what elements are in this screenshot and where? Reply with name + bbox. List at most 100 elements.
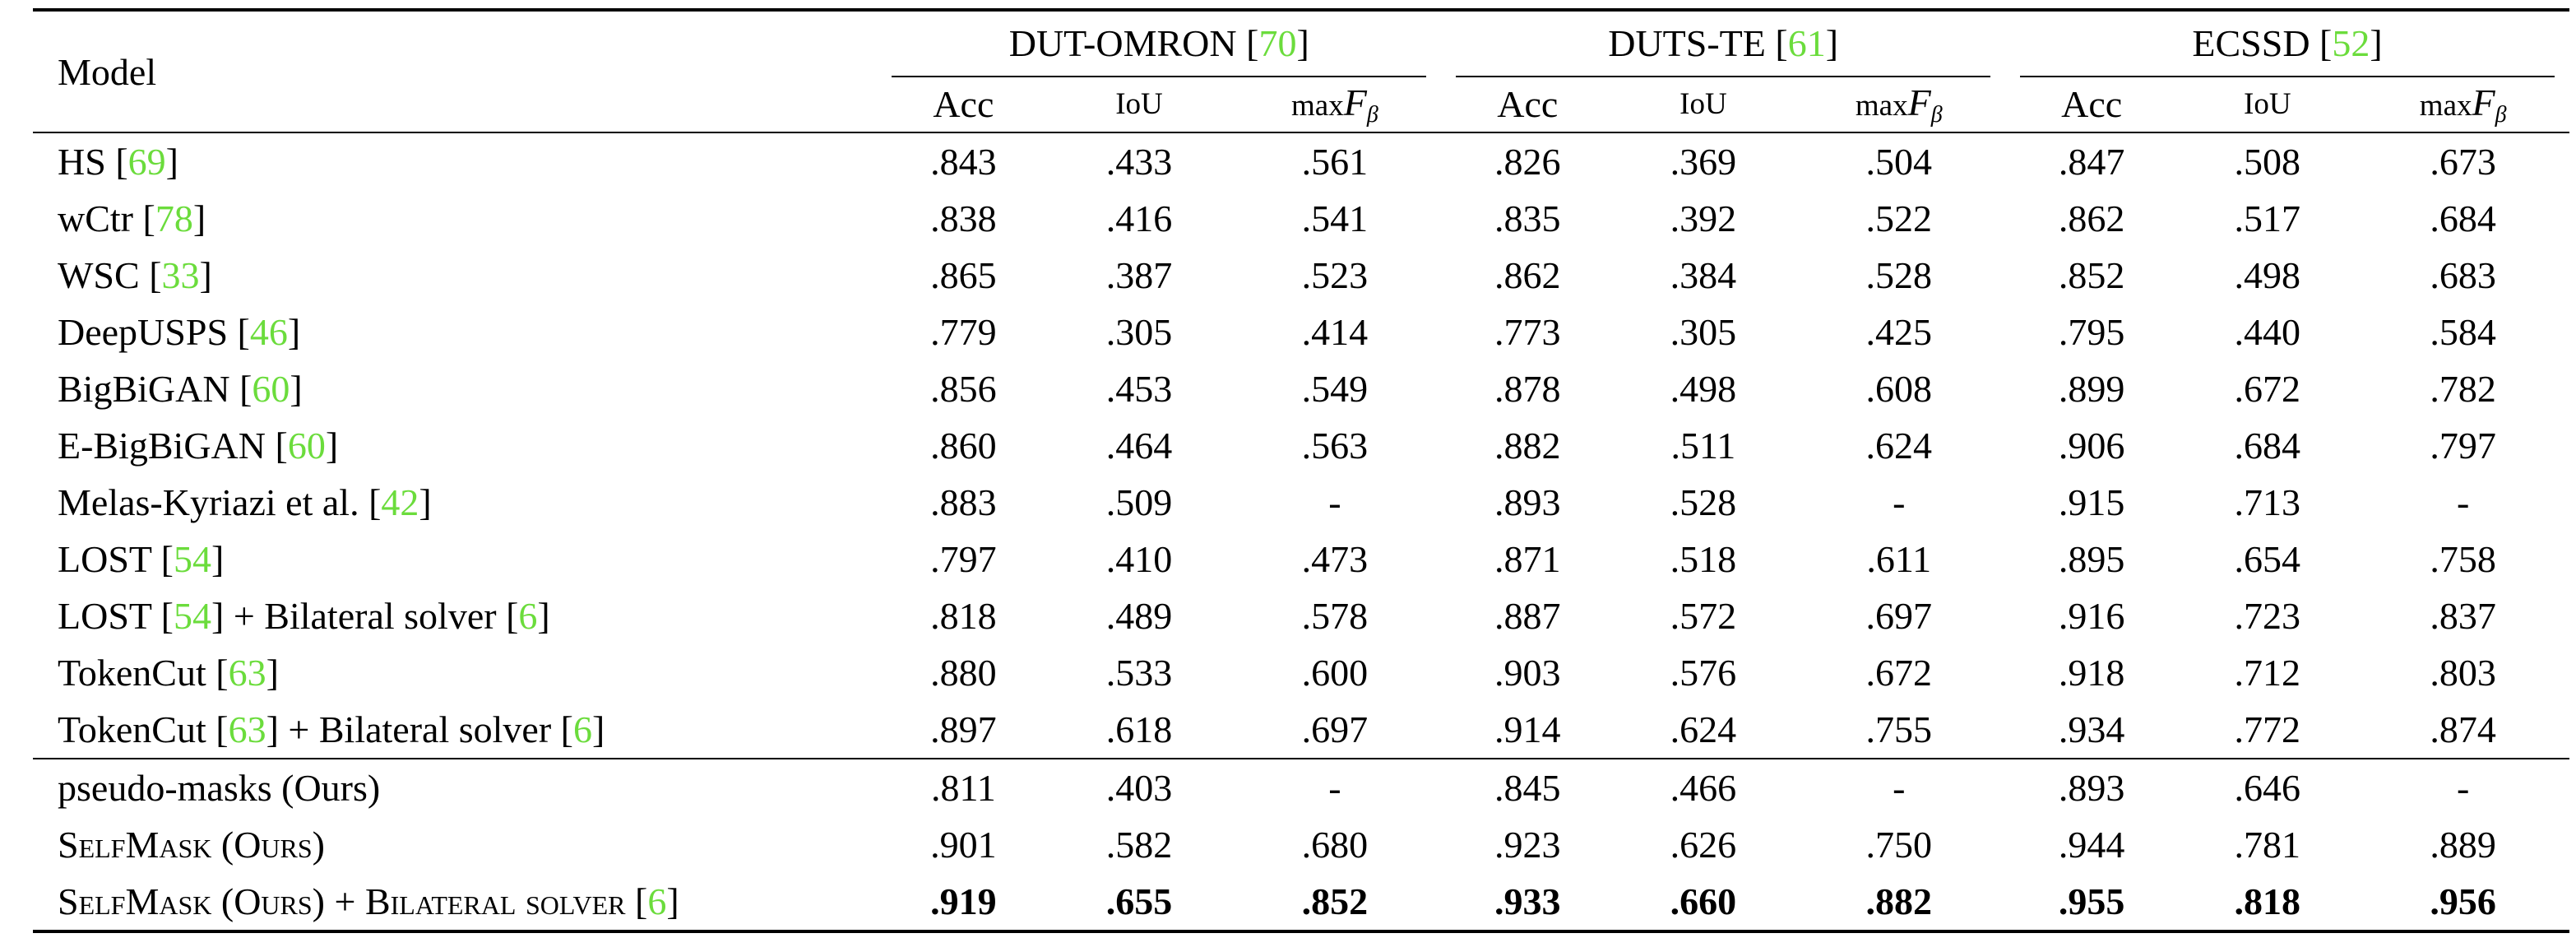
value-cell: - (2457, 481, 2470, 523)
value-cell: .655 (1049, 873, 1229, 933)
value-cell: .672 (2234, 368, 2301, 410)
value-cell: .955 (2005, 873, 2179, 933)
model-name-cell: Melas-Kyriazi et al. [42] (58, 481, 432, 523)
value-cell: .473 (1301, 538, 1369, 580)
value-cell: .933 (1441, 873, 1615, 933)
value-cell: .684 (2430, 197, 2496, 239)
value-cell: .416 (1105, 197, 1173, 239)
model-name-cell: LOST [54] (58, 538, 225, 580)
table-row: HS [69] .843 .433 .561 .826 .369 .504 .847 .508… (33, 132, 2569, 190)
value-cell: .533 (1105, 652, 1173, 694)
value-cell: .626 (1670, 824, 1737, 866)
value-cell: .600 (1301, 652, 1369, 694)
value-cell: .934 (2058, 708, 2125, 750)
value-cell: .871 (1494, 538, 1561, 580)
value-cell: .611 (1866, 538, 1932, 580)
model-column-header: Model (33, 8, 878, 133)
citation-link[interactable]: 63 (228, 708, 266, 750)
value-cell: .712 (2234, 652, 2301, 694)
value-cell: .772 (2234, 708, 2301, 750)
value-cell: .549 (1301, 368, 1369, 410)
value-cell: .541 (1301, 197, 1369, 239)
citation-link[interactable]: 54 (174, 538, 211, 580)
value-cell: .528 (1670, 481, 1737, 523)
value-cell: .489 (1105, 595, 1173, 637)
metric-maxf-header: maxFβ (1792, 77, 2006, 133)
value-cell: .915 (2058, 481, 2125, 523)
model-header-label: Model (58, 50, 157, 93)
value-cell: .845 (1441, 758, 1615, 816)
value-cell: .795 (2058, 311, 2125, 353)
value-cell: .797 (930, 538, 997, 580)
citation-link[interactable]: 6 (647, 880, 667, 922)
value-cell: .811 (877, 758, 1050, 816)
value-cell: .713 (2234, 481, 2301, 523)
value-cell: .464 (1105, 425, 1173, 467)
model-name-cell: WSC [33] (58, 254, 212, 296)
value-cell: - (1328, 481, 1341, 523)
metric-iou-header: IoU (1614, 77, 1793, 133)
results-table: Model DUT-OMRON [70] DUTS-TE [61] ECSSD … (33, 8, 2569, 933)
value-cell: .369 (1670, 141, 1737, 183)
value-cell: .673 (2430, 141, 2496, 183)
table-row: TokenCut [63] .880 .533 .600 .903 .576 .672 .9… (33, 644, 2569, 701)
citation-link[interactable]: 6 (572, 708, 592, 750)
value-cell: .862 (1494, 254, 1561, 296)
dataset-name: ECSSD (2192, 22, 2310, 64)
value-cell: .779 (930, 311, 997, 353)
dataset-name: DUTS-TE (1608, 22, 1766, 64)
value-cell: .305 (1105, 311, 1173, 353)
value-cell: .899 (2058, 368, 2125, 410)
value-cell: .646 (2178, 758, 2357, 816)
citation-link[interactable]: 60 (252, 368, 290, 410)
table-row: Melas-Kyriazi et al. [42] .883 .509 - .893.… (33, 474, 2569, 531)
citation-link[interactable]: 33 (161, 254, 200, 296)
value-cell: .874 (2430, 708, 2496, 750)
citation-link[interactable]: 54 (174, 595, 211, 637)
value-cell: .860 (930, 425, 997, 467)
value-cell: .838 (930, 197, 997, 239)
table-row: LOST [54] + Bilateral solver [6] .818 .48… (33, 587, 2569, 644)
value-cell: .384 (1670, 254, 1737, 296)
table-row: E-BigBiGAN [60] .860 .464 .563 .882 .511 .624… (33, 417, 2569, 474)
value-cell: .758 (2430, 538, 2496, 580)
citation-link[interactable]: 52 (2332, 22, 2370, 64)
value-cell: .403 (1049, 758, 1229, 816)
value-cell: .865 (930, 254, 997, 296)
value-cell: .680 (1301, 824, 1369, 866)
value-cell: .563 (1301, 425, 1369, 467)
model-name-cell: BigBiGAN [60] (58, 368, 303, 410)
value-cell: .773 (1494, 311, 1561, 353)
value-cell: .856 (930, 368, 997, 410)
value-cell: .305 (1670, 311, 1737, 353)
citation-link[interactable]: 70 (1258, 22, 1297, 64)
value-cell: .919 (877, 873, 1050, 933)
table-row: LOST [54] .797 .410 .473 .871 .518 .611 .895 .6… (33, 531, 2569, 587)
value-cell: .578 (1301, 595, 1369, 637)
dataset-header-dut-omron: DUT-OMRON [70] (877, 8, 1442, 77)
value-cell: .723 (2234, 595, 2301, 637)
value-cell: .882 (1792, 873, 2006, 933)
citation-link[interactable]: 78 (155, 197, 193, 239)
value-cell: .518 (1670, 538, 1737, 580)
citation-link[interactable]: 61 (1787, 22, 1826, 64)
dataset-name: DUT-OMRON (1008, 22, 1237, 64)
metric-maxf-header: maxFβ (2356, 77, 2569, 133)
value-cell: .893 (2005, 758, 2179, 816)
table-row: WSC [33] .865 .387 .523 .862 .384 .528 .852 .49… (33, 247, 2569, 304)
citation-link[interactable]: 42 (381, 481, 419, 523)
citation-link[interactable]: 63 (228, 652, 266, 694)
citation-link[interactable]: 69 (127, 141, 166, 183)
value-cell: .684 (2234, 425, 2301, 467)
results-body: HS [69] .843 .433 .561 .826 .369 .504 .847 .508… (33, 132, 2569, 933)
value-cell: .572 (1670, 595, 1737, 637)
model-name-cell: SelfMask (Ours) (58, 824, 325, 866)
citation-link[interactable]: 6 (518, 595, 538, 637)
citation-link[interactable]: 60 (287, 425, 326, 467)
dataset-header-duts-te: DUTS-TE [61] (1441, 8, 2006, 77)
value-cell: .893 (1494, 481, 1561, 523)
value-cell: .528 (1865, 254, 1933, 296)
value-cell: .903 (1494, 652, 1561, 694)
value-cell: .882 (1494, 425, 1561, 467)
citation-link[interactable]: 46 (249, 311, 288, 353)
